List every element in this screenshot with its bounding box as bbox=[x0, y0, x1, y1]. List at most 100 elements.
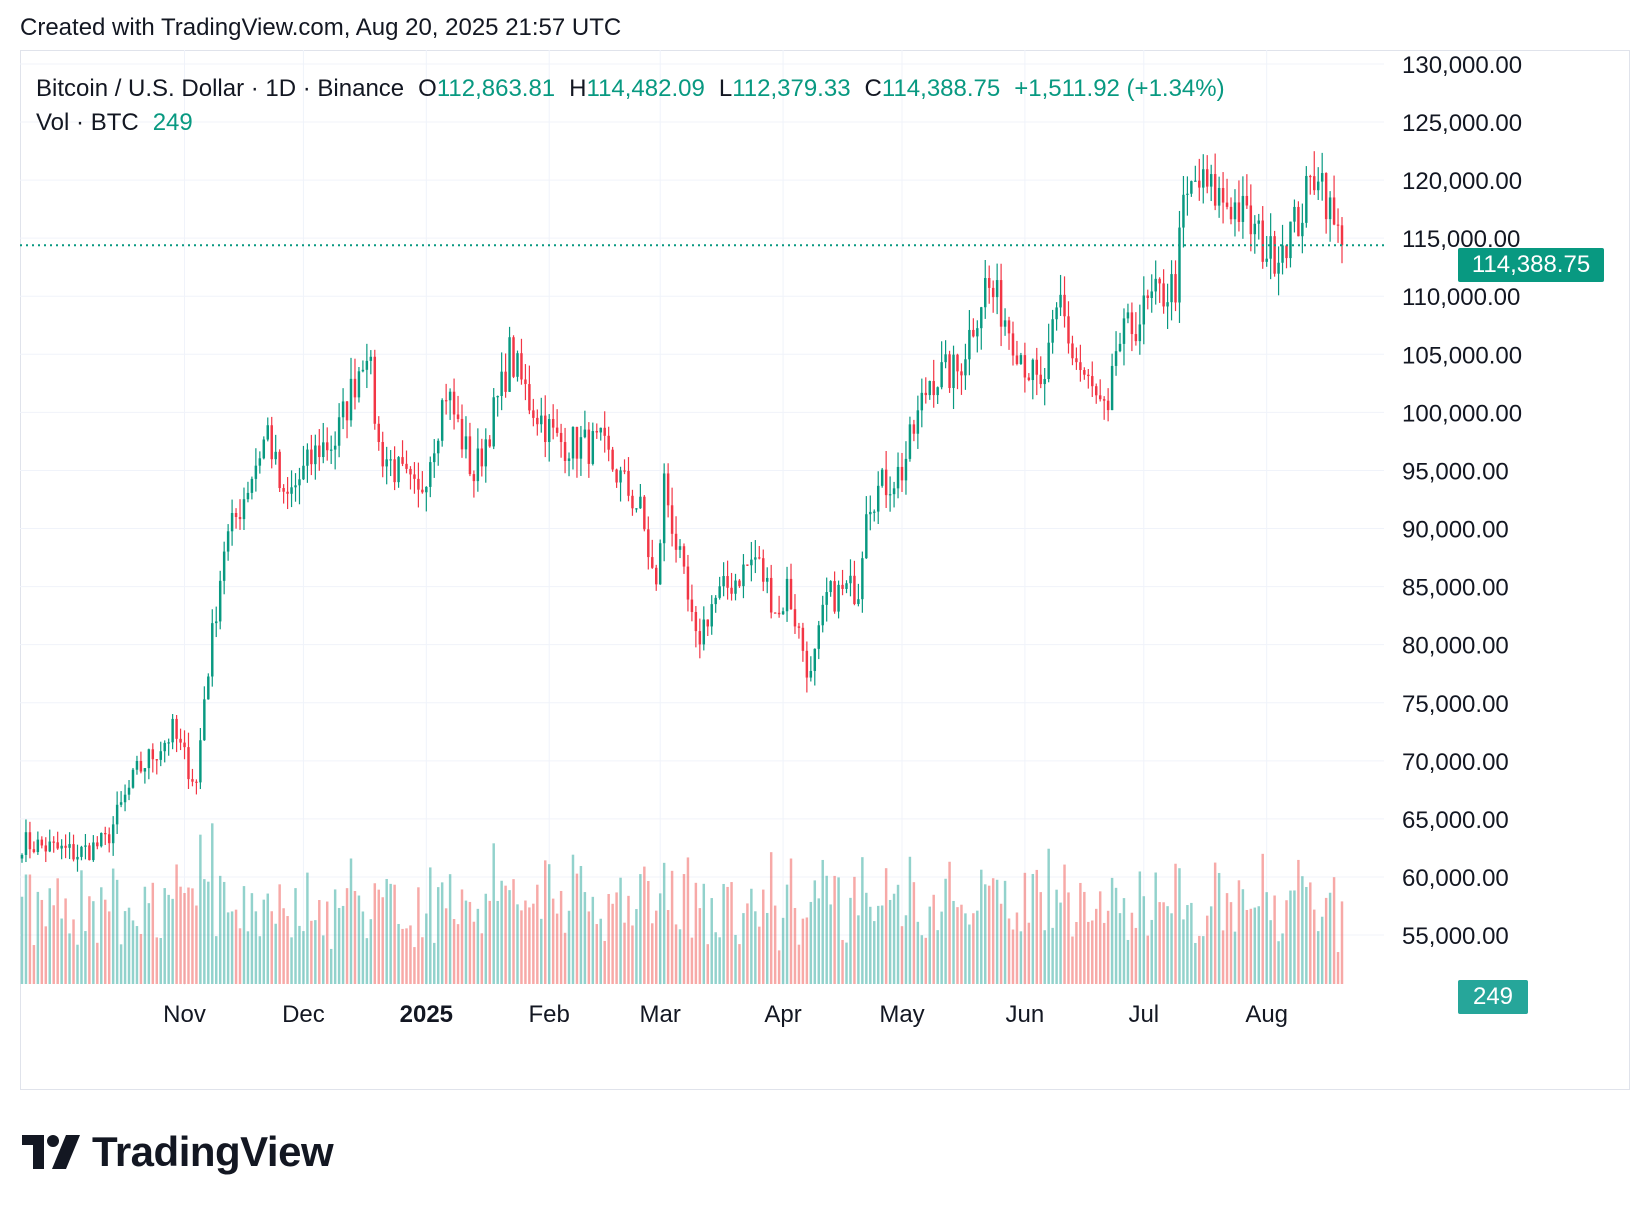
candle-body bbox=[948, 354, 951, 388]
legend-volume-label[interactable]: Vol · BTC bbox=[36, 109, 139, 136]
candle-body bbox=[298, 479, 301, 486]
candle-body bbox=[734, 580, 737, 594]
volume-bar bbox=[773, 905, 777, 984]
candle-body bbox=[1079, 362, 1082, 371]
tradingview-logo[interactable]: TradingView bbox=[22, 1128, 334, 1176]
candle-body bbox=[904, 458, 908, 481]
candle-body bbox=[1305, 175, 1308, 223]
volume-bar bbox=[405, 928, 408, 984]
volume-bar bbox=[1003, 880, 1007, 984]
volume-bar bbox=[793, 907, 797, 984]
candle-body bbox=[76, 856, 79, 860]
candle-body bbox=[833, 581, 836, 612]
volume-bar bbox=[28, 874, 32, 984]
candle-body bbox=[1166, 302, 1169, 307]
candle-body bbox=[258, 458, 262, 466]
candle-body bbox=[674, 533, 678, 550]
candle-body bbox=[789, 578, 793, 610]
volume-bar bbox=[1289, 890, 1292, 984]
candle-body bbox=[595, 431, 599, 433]
y-tick-label: 80,000.00 bbox=[1402, 633, 1509, 660]
volume-bar bbox=[829, 904, 832, 984]
volume-bar bbox=[980, 869, 983, 984]
volume-bar bbox=[306, 872, 309, 984]
volume-bar bbox=[631, 925, 634, 984]
volume-bar bbox=[809, 901, 813, 984]
volume-bar bbox=[524, 900, 527, 984]
candle-body bbox=[651, 557, 654, 568]
candle-body bbox=[714, 597, 717, 605]
candle-body bbox=[92, 842, 95, 861]
candle-body bbox=[718, 586, 721, 598]
candle-body bbox=[631, 495, 634, 509]
volume-bar bbox=[36, 891, 40, 984]
candle-body bbox=[44, 845, 48, 852]
candle-body bbox=[135, 760, 139, 770]
candle-body bbox=[1158, 278, 1161, 284]
volume-bar bbox=[100, 887, 103, 984]
chart-frame bbox=[20, 50, 1630, 1090]
volume-bar bbox=[964, 913, 967, 984]
candle-body bbox=[1221, 187, 1225, 203]
volume-bar bbox=[1221, 930, 1225, 984]
candle-body bbox=[266, 425, 269, 440]
volume-bar bbox=[242, 886, 246, 984]
volume-bar bbox=[68, 933, 71, 984]
volume-bar bbox=[876, 905, 880, 984]
candle-body bbox=[480, 448, 484, 467]
volume-bar bbox=[873, 921, 876, 984]
volume-bar bbox=[24, 874, 28, 984]
volume-bar bbox=[119, 944, 123, 984]
volume-bar bbox=[32, 945, 36, 984]
candle-body bbox=[88, 845, 91, 861]
volume-bar bbox=[912, 882, 916, 984]
volume-bar bbox=[464, 900, 468, 984]
volume-bar bbox=[417, 887, 420, 984]
volume-bar bbox=[357, 895, 361, 984]
candle-body bbox=[547, 419, 551, 443]
volume-bar bbox=[115, 879, 119, 984]
volume-bar bbox=[1166, 906, 1169, 984]
candle-body bbox=[623, 470, 626, 472]
candle-body bbox=[167, 742, 170, 744]
x-tick-label: Jun bbox=[1006, 1001, 1045, 1028]
legend-symbol[interactable]: Bitcoin / U.S. Dollar · 1D · Binance bbox=[36, 75, 405, 102]
candle-body bbox=[575, 426, 579, 459]
candle-body bbox=[365, 360, 369, 370]
volume-bar bbox=[833, 875, 836, 984]
volume-bar bbox=[1087, 921, 1090, 984]
volume-bar bbox=[984, 884, 987, 984]
volume-bar bbox=[670, 870, 674, 984]
volume-bar bbox=[1007, 918, 1011, 984]
candle-body bbox=[781, 611, 785, 615]
candle-body bbox=[1075, 358, 1078, 363]
candle-body bbox=[1122, 318, 1126, 344]
candle-body bbox=[829, 581, 832, 593]
x-tick-label: Feb bbox=[529, 1001, 570, 1028]
candle-body bbox=[888, 494, 892, 496]
candle-body bbox=[1285, 245, 1288, 259]
candle-body bbox=[880, 469, 884, 486]
volume-bar bbox=[1067, 892, 1070, 984]
candle-body bbox=[1249, 205, 1253, 235]
candle-body bbox=[433, 453, 436, 463]
volume-bar bbox=[1138, 871, 1142, 984]
volume-bar bbox=[1229, 902, 1233, 984]
candle-body bbox=[698, 631, 702, 645]
legend-close-label: C bbox=[864, 75, 882, 102]
candle-body bbox=[325, 442, 329, 451]
x-tick-label: Jul bbox=[1128, 1001, 1159, 1028]
candle-body bbox=[591, 431, 595, 464]
volume-bar bbox=[571, 854, 575, 984]
legend-open-value: 112,863.81 bbox=[436, 75, 556, 102]
candle-body bbox=[456, 414, 460, 419]
volume-bar bbox=[658, 893, 662, 984]
candle-body bbox=[1316, 181, 1320, 191]
candle-body bbox=[452, 391, 456, 415]
volume-bar bbox=[1035, 869, 1039, 984]
candle-body bbox=[1320, 173, 1324, 182]
volume-bar bbox=[1209, 906, 1213, 984]
candle-body bbox=[1150, 291, 1153, 298]
candle-body bbox=[1213, 174, 1217, 206]
volume-bar bbox=[1126, 939, 1130, 984]
